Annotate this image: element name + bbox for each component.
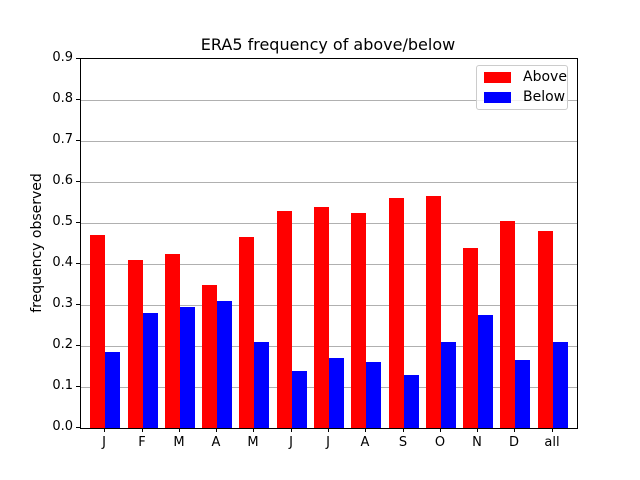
gridline [81,264,577,265]
bar-below-2 [180,307,195,428]
gridline [81,305,577,306]
y-tick-label: 0.8 [52,91,73,106]
y-tick-mark [76,386,80,387]
bar-below-8 [404,375,419,428]
x-tick-mark [477,428,478,432]
gridline [81,223,577,224]
x-tick-mark [179,428,180,432]
x-tick-mark [328,428,329,432]
legend-label-above: Above [523,69,567,85]
y-tick-mark [76,181,80,182]
y-axis-label-wrap: frequency observed [24,58,50,427]
gridline [81,346,577,347]
plot-area [80,58,578,429]
y-tick-mark [76,58,80,59]
bar-above-7 [351,213,366,428]
x-tick-mark [104,428,105,432]
legend-label-below: Below [523,89,566,105]
y-tick-mark [76,427,80,428]
x-tick-label: O [434,435,446,450]
y-tick-label: 0.1 [52,378,73,393]
y-tick-mark [76,222,80,223]
bar-above-8 [389,198,404,428]
bar-below-4 [254,342,269,428]
legend-swatch-below [484,92,511,103]
x-tick-label: F [138,435,146,450]
x-tick-label: A [360,435,370,450]
bar-below-5 [292,371,307,428]
x-tick-label: A [211,435,221,450]
bar-above-2 [165,254,180,428]
x-tick-mark [403,428,404,432]
x-tick-label: M [173,435,185,450]
bar-above-10 [463,248,478,428]
y-tick-label: 0.7 [52,132,73,147]
x-tick-label: all [544,435,560,450]
bar-below-7 [366,362,381,428]
y-tick-label: 0.4 [52,255,73,270]
x-tick-label: M [247,435,259,450]
bar-below-12 [553,342,568,428]
x-tick-label: S [398,435,408,450]
y-tick-label: 0.6 [52,173,73,188]
legend-item-below: Below [484,90,565,105]
y-tick-mark [76,345,80,346]
bar-above-5 [277,211,292,428]
y-tick-label: 0.0 [52,419,73,434]
x-tick-mark [552,428,553,432]
x-tick-mark [253,428,254,432]
bar-above-1 [128,260,143,428]
y-tick-mark [76,140,80,141]
x-tick-mark [142,428,143,432]
bar-above-0 [90,235,105,428]
x-tick-mark [514,428,515,432]
chart-title: ERA5 frequency of above/below [200,35,456,54]
y-tick-label: 0.3 [52,296,73,311]
x-tick-label: J [289,435,293,450]
x-tick-label: J [102,435,106,450]
legend-swatch-above [484,72,511,83]
bar-below-11 [515,360,530,428]
legend: Above Below [476,65,568,110]
bar-above-9 [426,196,441,428]
y-tick-label: 0.5 [52,214,73,229]
y-axis-label: frequency observed [29,172,46,313]
y-tick-mark [76,263,80,264]
bar-above-6 [314,207,329,428]
bar-below-6 [329,358,344,428]
y-tick-label: 0.2 [52,337,73,352]
y-tick-label: 0.9 [52,50,73,65]
x-tick-mark [216,428,217,432]
x-tick-mark [440,428,441,432]
gridline [81,100,577,101]
x-tick-mark [291,428,292,432]
x-tick-label: D [508,435,519,450]
gridline [81,182,577,183]
bar-above-12 [538,231,553,428]
bar-below-0 [105,352,120,428]
bar-below-10 [478,315,493,428]
y-tick-mark [76,99,80,100]
y-tick-mark [76,304,80,305]
gridline [81,141,577,142]
legend-item-above: Above [484,70,567,85]
bar-below-3 [217,301,232,428]
bar-below-1 [143,313,158,428]
x-tick-label: N [472,435,482,450]
bar-below-9 [441,342,456,428]
bar-above-3 [202,285,217,428]
bar-above-4 [239,237,254,428]
x-tick-label: J [326,435,330,450]
bar-above-11 [500,221,515,428]
x-tick-mark [365,428,366,432]
